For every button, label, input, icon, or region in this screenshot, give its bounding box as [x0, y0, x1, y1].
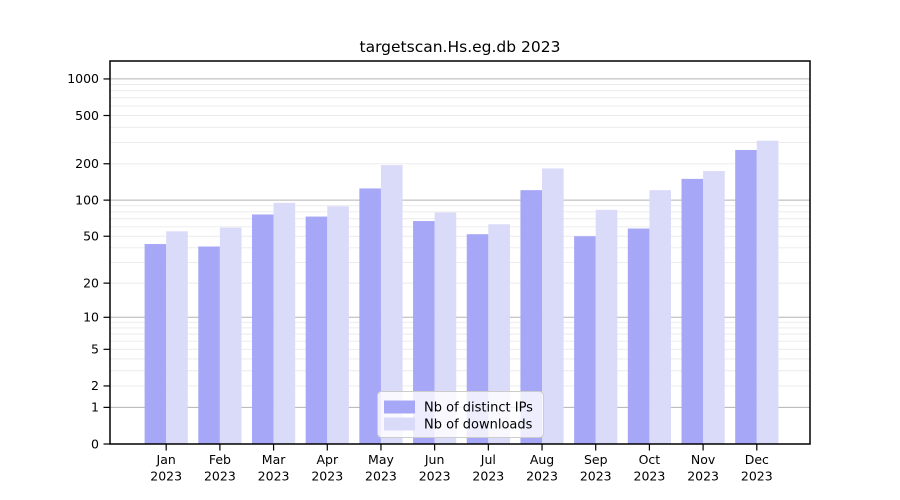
legend-swatch-distinct-ips [384, 400, 415, 414]
xtick-label-apr: Apr 2023 [311, 452, 343, 484]
bar-series [144, 140, 779, 445]
ytick-label-1000: 1000 [67, 71, 99, 86]
xtick-label-jun: Jun 2023 [419, 452, 451, 484]
legend-box [377, 391, 544, 438]
bar-sep-downloads [595, 209, 618, 444]
legend: Nb of distinct IPs Nb of downloads [377, 391, 544, 438]
bar-feb-distinct-ips [198, 246, 220, 444]
bar-nov-downloads [703, 171, 725, 445]
bar-dec-downloads [756, 140, 779, 444]
xtick-label-sep: Sep 2023 [580, 452, 612, 484]
xtick-label-jan: Jan 2023 [150, 452, 182, 484]
xtick-label-feb: Feb 2023 [204, 452, 236, 484]
bar-oct-downloads [649, 190, 672, 444]
xtick-label-nov: Nov 2023 [687, 452, 719, 484]
bar-jul-downloads [488, 224, 510, 444]
bar-aug-distinct-ips [520, 190, 543, 444]
xtick-label-dec: Dec 2023 [741, 452, 773, 484]
bar-may-distinct-ips [359, 188, 381, 444]
xtick-label-aug: Aug 2023 [526, 452, 558, 484]
bar-jan-distinct-ips [144, 244, 167, 444]
ytick-label-5: 5 [91, 342, 99, 357]
ytick-label-10: 10 [83, 310, 99, 325]
legend-label-downloads: Nb of downloads [424, 418, 533, 433]
xtick-label-may: May 2023 [365, 452, 397, 484]
bar-aug-downloads [542, 168, 564, 444]
xtick-label-jul: Jul 2023 [472, 452, 504, 484]
bar-dec-distinct-ips [735, 149, 757, 444]
ytick-label-20: 20 [83, 275, 99, 290]
bar-may-downloads [380, 165, 403, 444]
bar-jun-distinct-ips [413, 221, 435, 444]
y-axis-ticks [103, 78, 110, 445]
x-axis-ticks [165, 444, 758, 451]
chart-title: targetscan.Hs.eg.db 2023 [360, 38, 561, 56]
y-axis-labels: 0 1 2 5 10 20 50 100 200 500 1000 [67, 71, 99, 451]
bar-jun-downloads [434, 212, 457, 444]
bar-sep-distinct-ips [574, 236, 596, 444]
bar-jan-downloads [166, 231, 188, 444]
legend-label-distinct-ips: Nb of distinct IPs [424, 401, 533, 416]
xtick-label-mar: Mar 2023 [258, 452, 290, 484]
x-axis-labels: Jan 2023 Feb 2023 Mar 2023 Apr 2023 May 2023 Jun 20… [150, 452, 772, 484]
bar-mar-distinct-ips [251, 214, 274, 444]
ytick-label-500: 500 [75, 108, 99, 123]
bar-apr-downloads [327, 206, 349, 444]
bar-apr-distinct-ips [305, 216, 328, 444]
bar-oct-distinct-ips [627, 228, 650, 444]
ytick-label-200: 200 [75, 156, 99, 171]
bar-mar-downloads [273, 202, 296, 444]
ytick-label-1: 1 [91, 400, 99, 415]
bar-feb-downloads [219, 227, 242, 444]
ytick-label-2: 2 [91, 378, 99, 393]
ytick-label-50: 50 [83, 229, 99, 244]
xtick-label-oct: Oct 2023 [634, 452, 666, 484]
legend-swatch-downloads [384, 417, 415, 431]
bar-nov-distinct-ips [681, 178, 704, 444]
ytick-label-100: 100 [75, 192, 99, 207]
ytick-label-0: 0 [91, 436, 99, 451]
plot-frame [109, 60, 811, 445]
